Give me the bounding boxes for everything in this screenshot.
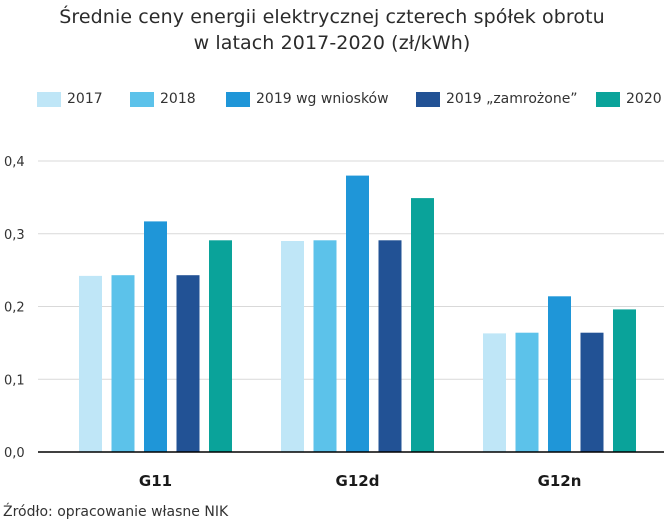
bar <box>79 275 102 452</box>
legend-item: 2019 wg wniosków <box>226 86 389 112</box>
bar <box>111 275 135 452</box>
legend-label: 2019 „zamrożone” <box>446 91 578 107</box>
legend-swatch <box>130 91 154 107</box>
bar <box>144 221 167 452</box>
y-tick-label: 0,4 <box>4 155 25 170</box>
bar <box>346 175 369 452</box>
legend-item: 2019 „zamrożone” <box>416 86 578 112</box>
bar <box>378 240 402 452</box>
chart-legend: 2017 2018 2019 wg wniosków 2019 „zamrożone”… <box>0 86 664 112</box>
bar <box>580 332 604 452</box>
legend-label: 2020 <box>626 91 662 107</box>
legend-swatch <box>596 91 620 107</box>
legend-swatch <box>416 91 440 107</box>
bar <box>313 240 337 452</box>
bar <box>209 240 232 452</box>
legend-item: 2018 <box>130 86 196 112</box>
x-tick-label: G12d <box>336 472 380 490</box>
x-tick-label: G12n <box>538 472 582 490</box>
legend-label: 2018 <box>160 91 196 107</box>
bar <box>411 198 434 452</box>
y-tick-label: 0,3 <box>4 228 25 243</box>
legend-label: 2017 <box>67 91 103 107</box>
y-tick-label: 0,2 <box>4 301 25 316</box>
x-tick-label: G11 <box>139 472 172 490</box>
bar <box>548 296 571 452</box>
bar <box>281 241 304 452</box>
bar <box>515 332 539 452</box>
bar <box>613 309 636 452</box>
bar <box>176 275 200 452</box>
legend-swatch <box>226 91 250 107</box>
source-note: Źródło: opracowanie własne NIK <box>3 504 229 520</box>
chart-title-line-1: Średnie ceny energii elektrycznej cztere… <box>59 6 605 28</box>
legend-swatch <box>37 91 61 107</box>
y-tick-label: 0,1 <box>4 373 25 388</box>
bar <box>483 333 506 452</box>
y-tick-label: 0,0 <box>4 446 25 461</box>
legend-label: 2019 wg wniosków <box>256 91 389 107</box>
chart-title-line-2: w latach 2017-2020 (zł/kWh) <box>193 32 471 54</box>
legend-item: 2017 <box>37 86 103 112</box>
legend-item: 2020 <box>596 86 662 112</box>
